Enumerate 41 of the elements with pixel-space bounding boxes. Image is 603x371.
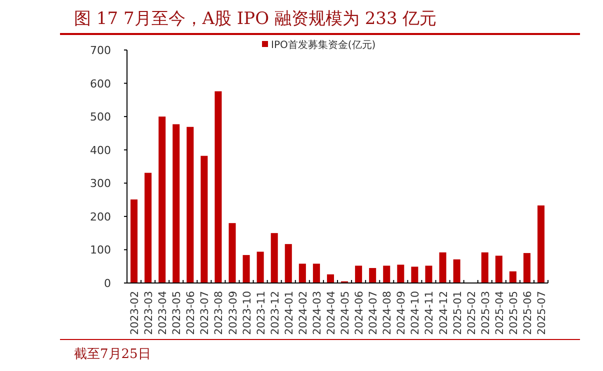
y-tick-label: 600 [90, 77, 111, 90]
x-tick-label: 2025-07 [536, 291, 548, 335]
x-tick-label: 2025-05 [508, 291, 520, 335]
x-tick-label: 2024-09 [396, 291, 408, 335]
y-tick-label: 400 [90, 144, 111, 157]
x-tick-label: 2024-02 [297, 291, 310, 335]
y-tick-label: 700 [90, 44, 111, 57]
x-tick-label: 2023-12 [269, 291, 282, 335]
x-tick-label: 2024-01 [283, 291, 296, 335]
x-tick-label: 2023-08 [213, 291, 226, 335]
x-tick-label: 2024-06 [354, 290, 366, 335]
legend-label: IPO首发募集资金(亿元) [271, 39, 376, 51]
x-tick-label: 2024-08 [382, 291, 394, 335]
x-tick-label: 2024-12 [438, 291, 450, 335]
x-tick-label: 2023-05 [171, 291, 184, 335]
chart-title: 图 17 7月至今，A股 IPO 融资规模为 233 亿元 [74, 9, 437, 29]
x-tick-label: 2023-06 [185, 290, 198, 335]
x-tick-label: 2023-03 [143, 291, 156, 335]
x-tick-label: 2024-07 [368, 291, 380, 335]
y-tick-label: 200 [90, 210, 111, 224]
x-tick-label: 2023-09 [227, 291, 240, 335]
x-tick-label: 2023-02 [129, 291, 142, 335]
y-tick-label: 0 [104, 277, 111, 290]
x-tick-label: 2025-02 [466, 291, 478, 335]
x-tick-label: 2024-04 [325, 290, 338, 335]
x-tick-label: 2025-03 [480, 291, 492, 335]
x-tick-label: 2024-11 [424, 291, 436, 335]
x-tick-label: 2024-03 [311, 291, 324, 335]
x-tick-label: 2025-06 [522, 290, 534, 335]
x-tick-label: 2025-04 [494, 290, 506, 335]
x-tick-label: 2023-04 [157, 290, 170, 335]
x-tick-label: 2023-10 [241, 291, 254, 335]
text: 截至7月25日 [74, 347, 151, 362]
y-tick-label: 100 [90, 244, 111, 257]
x-tick-label: 2024-10 [410, 291, 422, 335]
x-tick-label: 2025-01 [452, 291, 464, 335]
y-tick-label: 500 [90, 110, 111, 124]
y-tick-label: 300 [90, 177, 111, 190]
x-tick-label: 2024-05 [340, 291, 352, 335]
x-tick-label: 2023-11 [255, 291, 268, 335]
x-tick-label: 2023-07 [199, 291, 212, 335]
